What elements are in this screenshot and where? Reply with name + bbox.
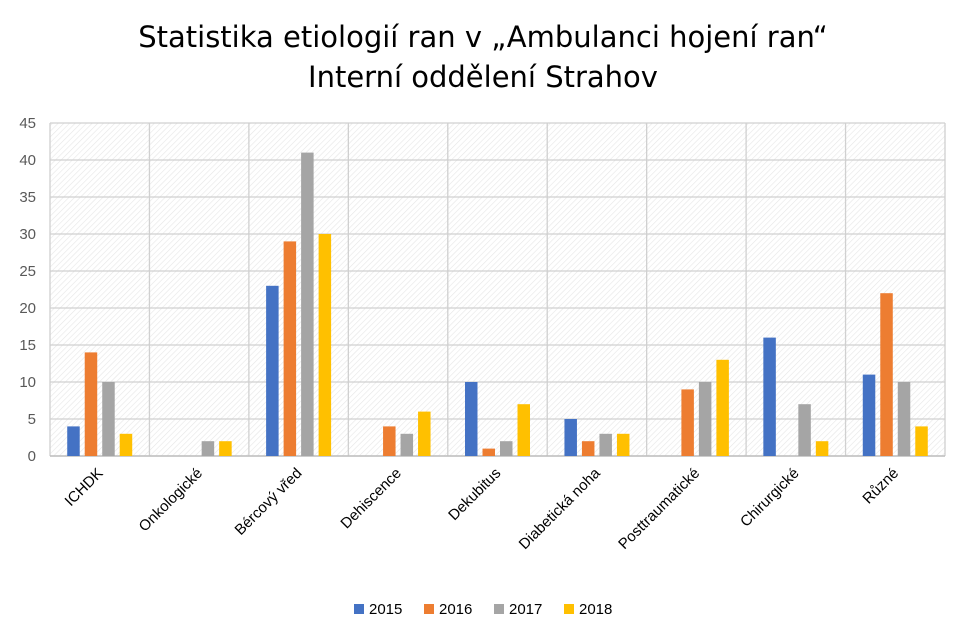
- bar-2018: [418, 411, 431, 456]
- bar-2017: [897, 382, 911, 456]
- bar-2016: [581, 441, 595, 456]
- bar-2017: [301, 152, 314, 456]
- bar-2018: [318, 234, 332, 456]
- y-tick-label: 0: [28, 448, 36, 465]
- y-tick-label: 40: [19, 152, 36, 169]
- y-tick-label: 15: [19, 337, 36, 354]
- bar-2017: [400, 433, 414, 456]
- x-tick-label: Diabetická noha: [516, 464, 605, 553]
- bar-2017: [500, 441, 513, 456]
- bar-2017: [201, 441, 215, 456]
- y-tick-label: 35: [19, 189, 36, 206]
- bar-2016: [383, 426, 396, 456]
- legend-swatch: [564, 604, 574, 614]
- x-tick-label: Dekubitus: [445, 465, 504, 524]
- legend-label: 2016: [439, 601, 472, 618]
- y-tick-label: 45: [19, 115, 36, 132]
- bar-2017: [798, 404, 811, 456]
- chart-subtitle: Interní oddělení Strahov: [308, 60, 658, 94]
- legend-swatch: [354, 604, 364, 614]
- bar-2018: [716, 359, 729, 456]
- bar-2017: [698, 382, 712, 456]
- bar-2018: [517, 404, 530, 456]
- y-tick-label: 25: [19, 263, 36, 280]
- legend-swatch: [424, 604, 434, 614]
- bar-2015: [763, 337, 776, 456]
- y-tick-label: 20: [19, 300, 36, 317]
- y-tick-label: 30: [19, 226, 36, 243]
- y-tick-label: 5: [28, 411, 36, 428]
- x-tick-label: ICHDK: [62, 465, 107, 510]
- bar-2016: [482, 448, 495, 456]
- bar-2016: [681, 389, 694, 456]
- legend-label: 2018: [579, 601, 612, 618]
- bar-2018: [616, 433, 630, 456]
- bar-2018: [815, 441, 829, 456]
- bar-2016: [880, 293, 893, 456]
- x-tick-label: Posttraumatické: [615, 465, 703, 553]
- bar-2018: [119, 433, 133, 456]
- legend-label: 2017: [509, 601, 542, 618]
- legend-label: 2015: [369, 601, 402, 618]
- legend-swatch: [494, 604, 504, 614]
- bar-2015: [564, 419, 577, 456]
- x-tick-label: Chirurgické: [737, 465, 803, 531]
- bar-2015: [266, 285, 279, 456]
- bar-2016: [84, 352, 98, 456]
- x-tick-label: Bércový vřed: [232, 465, 306, 539]
- bar-2015: [862, 374, 876, 456]
- bar-2015: [465, 382, 478, 456]
- bar-2016: [283, 241, 297, 456]
- y-tick-label: 10: [19, 374, 36, 391]
- bar-2018: [915, 426, 928, 456]
- x-tick-label: Onkologické: [136, 465, 206, 535]
- chart-title: Statistika etiologií ran v „Ambulanci ho…: [138, 20, 828, 54]
- plot-area: [50, 123, 945, 456]
- bar-2017: [102, 382, 115, 456]
- bar-2015: [67, 426, 80, 456]
- bar-2017: [599, 433, 612, 456]
- x-tick-label: Dehiscence: [337, 465, 404, 532]
- bar-2018: [219, 441, 232, 456]
- x-tick-label: Různé: [859, 465, 902, 508]
